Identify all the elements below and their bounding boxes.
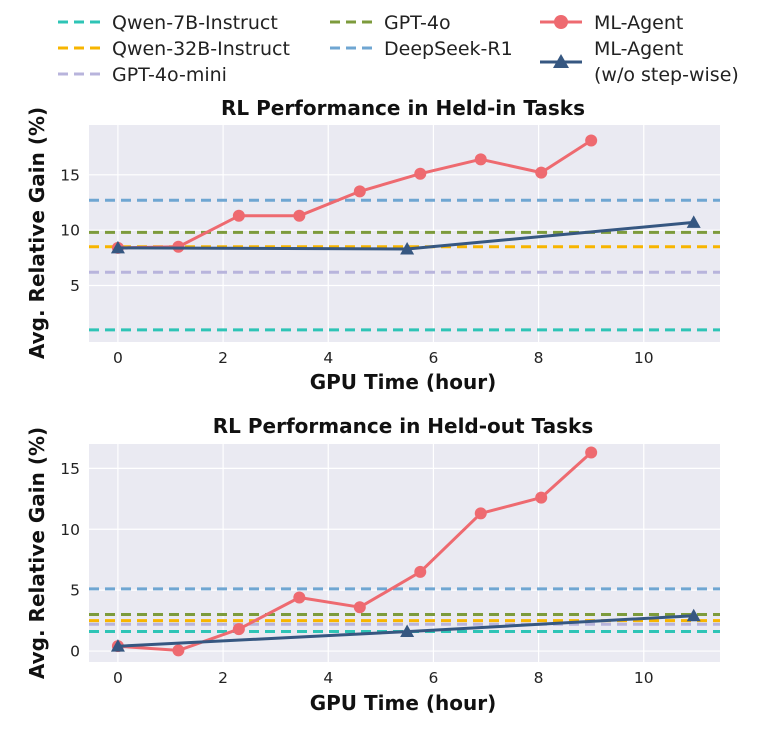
y-tick-label: 5 xyxy=(70,582,80,600)
data-point-ml-agent-wo-stepwise xyxy=(400,242,415,255)
y-tick-label: 10 xyxy=(60,222,80,240)
y-tick-labels: 5 10 15 xyxy=(60,166,80,295)
series-lines xyxy=(110,134,701,255)
data-point-ml-agent xyxy=(353,185,366,198)
legend: Qwen-7B-Instruct Qwen-32B-Instruct GPT-4… xyxy=(58,12,739,86)
x-tick-label: 4 xyxy=(323,669,333,687)
data-point-ml-agent-wo-stepwise xyxy=(400,624,415,638)
y-tick-label: 15 xyxy=(60,166,80,184)
y-tick-label: 0 xyxy=(70,643,80,661)
series-lines xyxy=(110,446,701,657)
x-tick-label: 6 xyxy=(428,349,438,367)
x-tick-labels: 0 2 4 6 8 10 xyxy=(113,669,654,687)
data-point-ml-agent xyxy=(474,507,487,520)
legend-label-ml-agent-wo-line2: (w/o step-wise) xyxy=(594,64,739,86)
x-tick-label: 2 xyxy=(218,349,228,367)
chart-held-in: RL Performance in Held-in Tasks 0 2 4 6 8 10 … xyxy=(25,96,720,394)
data-point-ml-agent-wo-stepwise xyxy=(110,639,125,652)
y-tick-label: 5 xyxy=(70,277,80,295)
x-tick-label: 0 xyxy=(113,669,123,687)
data-point-ml-agent-wo-stepwise xyxy=(686,608,701,622)
x-tick-label: 8 xyxy=(534,349,544,367)
chart-title: RL Performance in Held-out Tasks xyxy=(213,414,593,438)
legend-label-qwen-7b: Qwen-7B-Instruct xyxy=(112,12,278,34)
chart-title: RL Performance in Held-in Tasks xyxy=(221,96,585,120)
legend-label-qwen-32b: Qwen-32B-Instruct xyxy=(112,38,290,60)
legend-item-ml-agent: ML-Agent xyxy=(540,12,683,34)
legend-label-gpt-4o: GPT-4o xyxy=(384,12,451,34)
data-point-ml-agent xyxy=(293,209,306,222)
x-axis-label: GPU Time (hour) xyxy=(310,370,497,394)
data-point-ml-agent xyxy=(172,644,185,657)
legend-label-ml-agent: ML-Agent xyxy=(594,12,683,34)
data-point-ml-agent xyxy=(535,166,548,179)
y-tick-label: 15 xyxy=(60,460,80,478)
data-point-ml-agent xyxy=(293,591,306,604)
x-tick-label: 6 xyxy=(428,669,438,687)
legend-marker-ml-agent xyxy=(554,15,568,29)
legend-item-gpt-4o-mini: GPT-4o-mini xyxy=(58,64,227,86)
legend-item-deepseek-r1: DeepSeek-R1 xyxy=(330,38,513,60)
x-tick-label: 4 xyxy=(323,349,333,367)
data-point-ml-agent xyxy=(414,167,427,180)
x-axis-label: GPU Time (hour) xyxy=(310,691,497,715)
legend-label-gpt-4o-mini: GPT-4o-mini xyxy=(112,64,227,86)
legend-item-ml-agent-wo: ML-Agent (w/o step-wise) xyxy=(540,38,739,86)
data-point-ml-agent xyxy=(585,446,598,459)
x-tick-label: 10 xyxy=(634,669,654,687)
legend-label-ml-agent-wo: ML-Agent xyxy=(594,38,683,60)
data-point-ml-agent-wo-stepwise xyxy=(686,215,701,228)
data-point-ml-agent-wo-stepwise xyxy=(110,240,125,254)
x-tick-label: 8 xyxy=(534,669,544,687)
legend-marker-ml-agent-wo xyxy=(553,54,569,68)
chart-held-out: RL Performance in Held-out Tasks 0 2 4 6 8 10… xyxy=(25,414,720,715)
data-point-ml-agent xyxy=(474,153,487,166)
legend-item-qwen-7b: Qwen-7B-Instruct xyxy=(58,12,278,34)
y-axis-label: Avg. Relative Gain (%) xyxy=(25,107,49,359)
legend-item-gpt-4o: GPT-4o xyxy=(330,12,451,34)
legend-item-qwen-32b: Qwen-32B-Instruct xyxy=(58,38,290,60)
y-axis-label: Avg. Relative Gain (%) xyxy=(25,427,49,679)
data-point-ml-agent xyxy=(353,601,366,614)
x-tick-labels: 0 2 4 6 8 10 xyxy=(113,349,654,367)
x-tick-label: 0 xyxy=(113,349,123,367)
legend-label-deepseek-r1: DeepSeek-R1 xyxy=(384,38,513,60)
x-tick-label: 10 xyxy=(634,349,654,367)
y-tick-label: 10 xyxy=(60,521,80,539)
data-point-ml-agent xyxy=(585,134,598,147)
baseline-lines xyxy=(89,587,720,634)
data-point-ml-agent xyxy=(232,623,245,636)
data-point-ml-agent xyxy=(232,209,245,222)
y-tick-labels: 0 5 10 15 xyxy=(60,460,80,661)
x-tick-label: 2 xyxy=(218,669,228,687)
data-point-ml-agent xyxy=(535,491,548,504)
data-point-ml-agent xyxy=(414,565,427,578)
